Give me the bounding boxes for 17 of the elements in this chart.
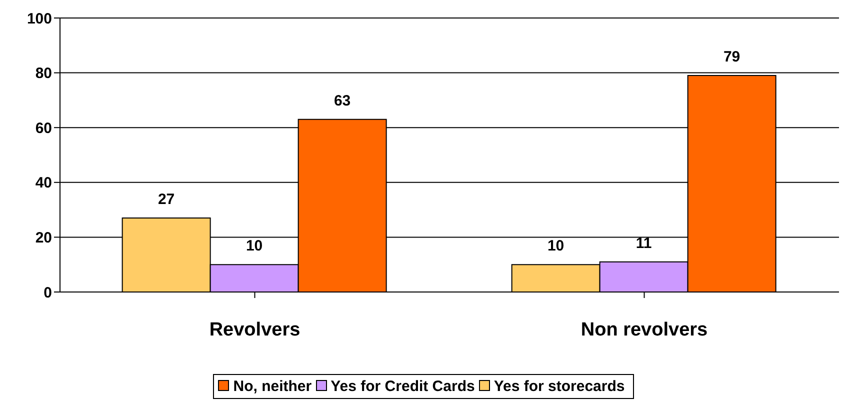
x-tick-label: Non revolvers <box>580 319 708 340</box>
y-tick-label: 0 <box>44 284 52 302</box>
y-tick-label: 100 <box>26 10 52 28</box>
data-label: 10 <box>547 238 564 255</box>
y-tick-label: 60 <box>35 120 52 137</box>
y-tick-label: 20 <box>35 230 52 247</box>
data-label: 11 <box>636 234 652 252</box>
data-label: 63 <box>334 92 351 110</box>
data-label: 10 <box>246 238 263 255</box>
data-label: 27 <box>158 191 175 208</box>
legend-label: Yes for storecards <box>492 378 625 395</box>
data-label: 79 <box>723 48 740 66</box>
y-tick-label: 40 <box>35 174 52 192</box>
y-tick-label: 80 <box>35 65 52 82</box>
legend-label: Yes for Credit Cards <box>330 378 475 395</box>
x-tick-label: Revolvers <box>209 319 300 340</box>
legend-label: No, neither <box>232 378 312 395</box>
